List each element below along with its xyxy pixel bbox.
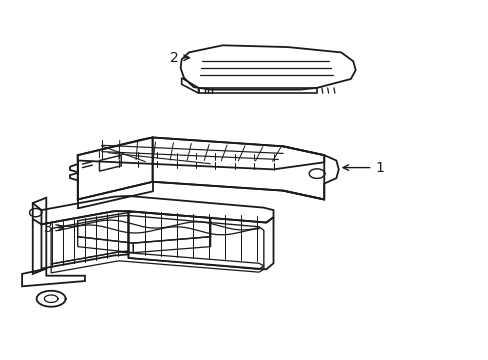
- Text: 3: 3: [44, 221, 63, 235]
- Text: 2: 2: [170, 51, 189, 65]
- Text: 1: 1: [343, 161, 384, 175]
